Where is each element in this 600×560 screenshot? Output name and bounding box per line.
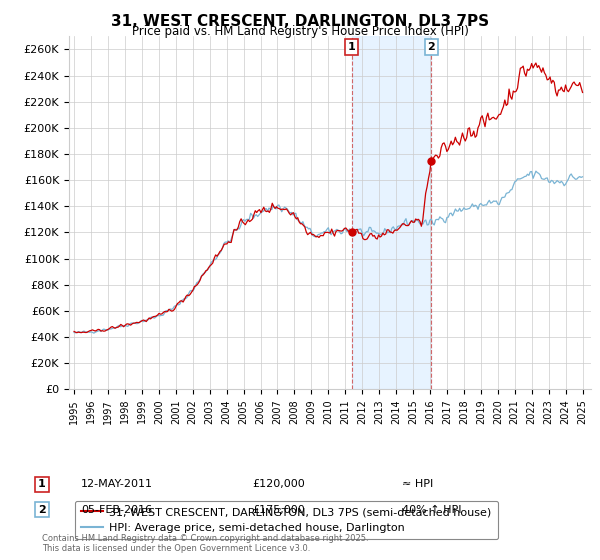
Text: 1: 1 bbox=[38, 479, 46, 489]
Text: Contains HM Land Registry data © Crown copyright and database right 2025.
This d: Contains HM Land Registry data © Crown c… bbox=[42, 534, 368, 553]
Text: 40% ↑ HPI: 40% ↑ HPI bbox=[402, 505, 461, 515]
Text: 05-FEB-2016: 05-FEB-2016 bbox=[81, 505, 152, 515]
Text: 31, WEST CRESCENT, DARLINGTON, DL3 7PS: 31, WEST CRESCENT, DARLINGTON, DL3 7PS bbox=[111, 14, 489, 29]
Text: 2: 2 bbox=[427, 42, 435, 52]
Legend: 31, WEST CRESCENT, DARLINGTON, DL3 7PS (semi-detached house), HPI: Average price: 31, WEST CRESCENT, DARLINGTON, DL3 7PS (… bbox=[74, 501, 498, 539]
Text: 12-MAY-2011: 12-MAY-2011 bbox=[81, 479, 153, 489]
Text: 2: 2 bbox=[38, 505, 46, 515]
Text: Price paid vs. HM Land Registry's House Price Index (HPI): Price paid vs. HM Land Registry's House … bbox=[131, 25, 469, 38]
Bar bbox=[352, 36, 431, 389]
Text: £120,000: £120,000 bbox=[252, 479, 305, 489]
Text: ≈ HPI: ≈ HPI bbox=[402, 479, 433, 489]
Text: 1: 1 bbox=[347, 42, 355, 52]
Text: £175,000: £175,000 bbox=[252, 505, 305, 515]
